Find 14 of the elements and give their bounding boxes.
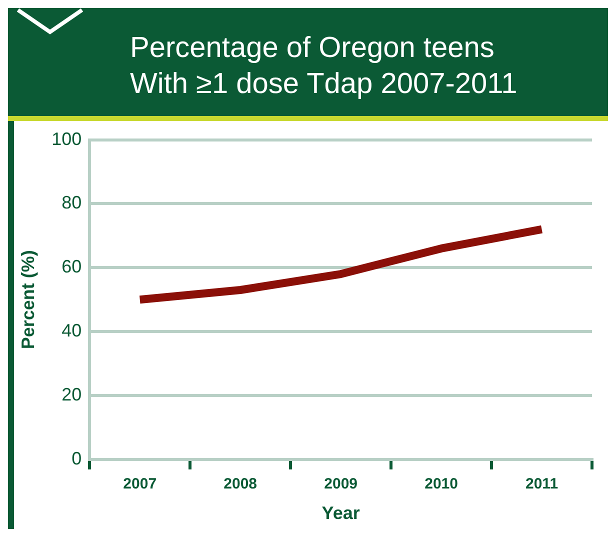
x-tick-label: 2011 <box>525 476 558 493</box>
y-tick-label: 60 <box>62 256 82 277</box>
y-tick-label: 40 <box>62 320 82 341</box>
x-tick-label: 2008 <box>224 476 258 493</box>
y-tick-label: 80 <box>62 192 82 213</box>
y-tick-label: 100 <box>52 128 82 149</box>
y-tick-label: 20 <box>62 384 82 404</box>
x-tick-label: 2010 <box>424 476 458 493</box>
y-axis-title: Percent (%) <box>18 250 38 350</box>
x-axis-title: Year <box>322 503 360 524</box>
y-tick-label: 0 <box>72 448 82 468</box>
x-tick-label: 2009 <box>324 476 358 493</box>
x-tick-label: 2007 <box>123 476 157 493</box>
chart-title: Percentage of Oregon teens With ≥1 dose Tdap 2007-2011 <box>130 31 518 102</box>
